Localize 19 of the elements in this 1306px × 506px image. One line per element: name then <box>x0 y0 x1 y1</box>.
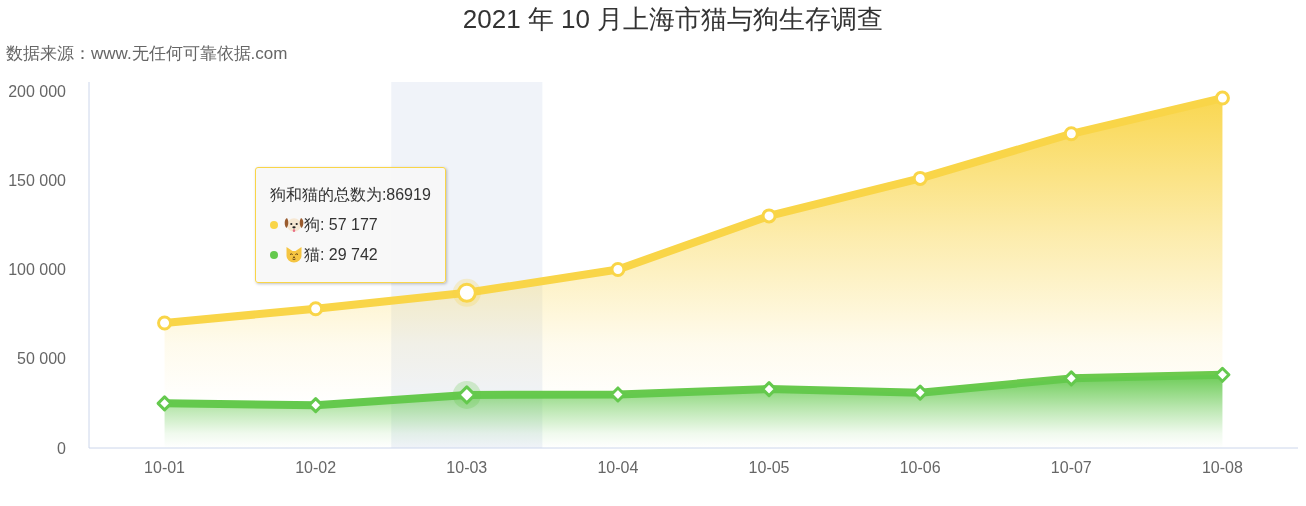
y-tick-label: 200 000 <box>8 82 67 100</box>
x-tick-label: 10-02 <box>295 459 337 477</box>
x-tick-label: 10-06 <box>899 459 941 477</box>
y-tick-label: 50 000 <box>17 350 67 368</box>
chart-title: 2021 年 10 月上海市猫与狗生存调查 <box>462 4 884 34</box>
x-tick-label: 10-07 <box>1050 459 1092 477</box>
annotation: 狗和猫的总数为:86919 <box>269 185 431 203</box>
chart-subtitle: 数据来源：www.无任何可靠依据.com <box>6 44 288 63</box>
annotation: 狗: 57 177 <box>303 215 378 233</box>
y-tick-label: 0 <box>57 439 67 457</box>
x-tick-label: 10-08 <box>1201 459 1243 477</box>
y-tick-label: 150 000 <box>8 171 67 189</box>
x-tick-label: 10-01 <box>144 459 186 477</box>
hover-box: 狗和猫的总数为:86919 狗: 57 177 猫: 29 742 <box>254 166 446 283</box>
x-tick-label: 10-04 <box>597 459 639 477</box>
y-tick-label: 100 000 <box>8 261 67 279</box>
x-tick-label: 10-03 <box>446 459 488 477</box>
x-tick-label: 10-05 <box>748 459 790 477</box>
annotation: 猫: 29 742 <box>303 245 378 263</box>
